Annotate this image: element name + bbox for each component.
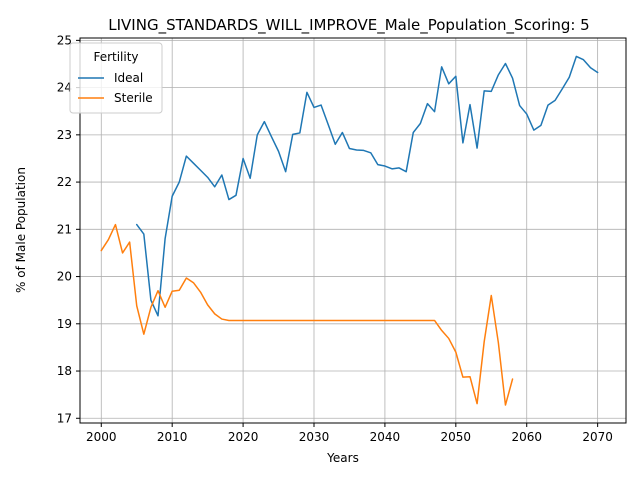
y-tick-label: 20 <box>57 270 72 284</box>
x-tick-label: 2030 <box>299 430 330 444</box>
grid <box>80 38 626 423</box>
y-tick-label: 17 <box>57 411 72 425</box>
legend-box <box>69 42 163 114</box>
x-tick-label: 2070 <box>582 430 613 444</box>
plot-frame <box>79 37 627 424</box>
chart-title: LIVING_STANDARDS_WILL_IMPROVE_Male_Popul… <box>108 16 589 35</box>
y-axis: 17 18 19 20 21 22 23 24 25 <box>57 33 80 425</box>
x-tick-label: 2050 <box>441 430 472 444</box>
y-tick-label: 22 <box>57 175 72 189</box>
y-tick-label: 24 <box>57 81 72 95</box>
x-tick-label: 2000 <box>86 430 117 444</box>
legend-title: Fertility <box>93 50 138 64</box>
y-tick-label: 25 <box>57 33 72 47</box>
y-tick-label: 18 <box>57 364 72 378</box>
x-tick-label: 2020 <box>228 430 259 444</box>
x-tick-label: 2060 <box>511 430 542 444</box>
legend-label-ideal: Ideal <box>114 71 143 85</box>
legend-label-sterile: Sterile <box>114 91 153 105</box>
x-tick-label: 2010 <box>157 430 188 444</box>
series-layer <box>100 55 599 406</box>
y-tick-label: 21 <box>57 222 72 236</box>
y-tick-label: 19 <box>57 317 72 331</box>
series-line-ideal <box>135 55 599 317</box>
y-tick-label: 23 <box>57 128 72 142</box>
x-axis-label: Years <box>326 451 359 465</box>
x-tick-label: 2040 <box>370 430 401 444</box>
legend: Fertility Ideal Sterile <box>69 42 163 114</box>
series-line-sterile <box>100 223 514 406</box>
y-axis-label: % of Male Population <box>14 167 28 293</box>
x-axis: 2000 2010 2020 2030 2040 2050 2060 2070 <box>86 423 613 444</box>
